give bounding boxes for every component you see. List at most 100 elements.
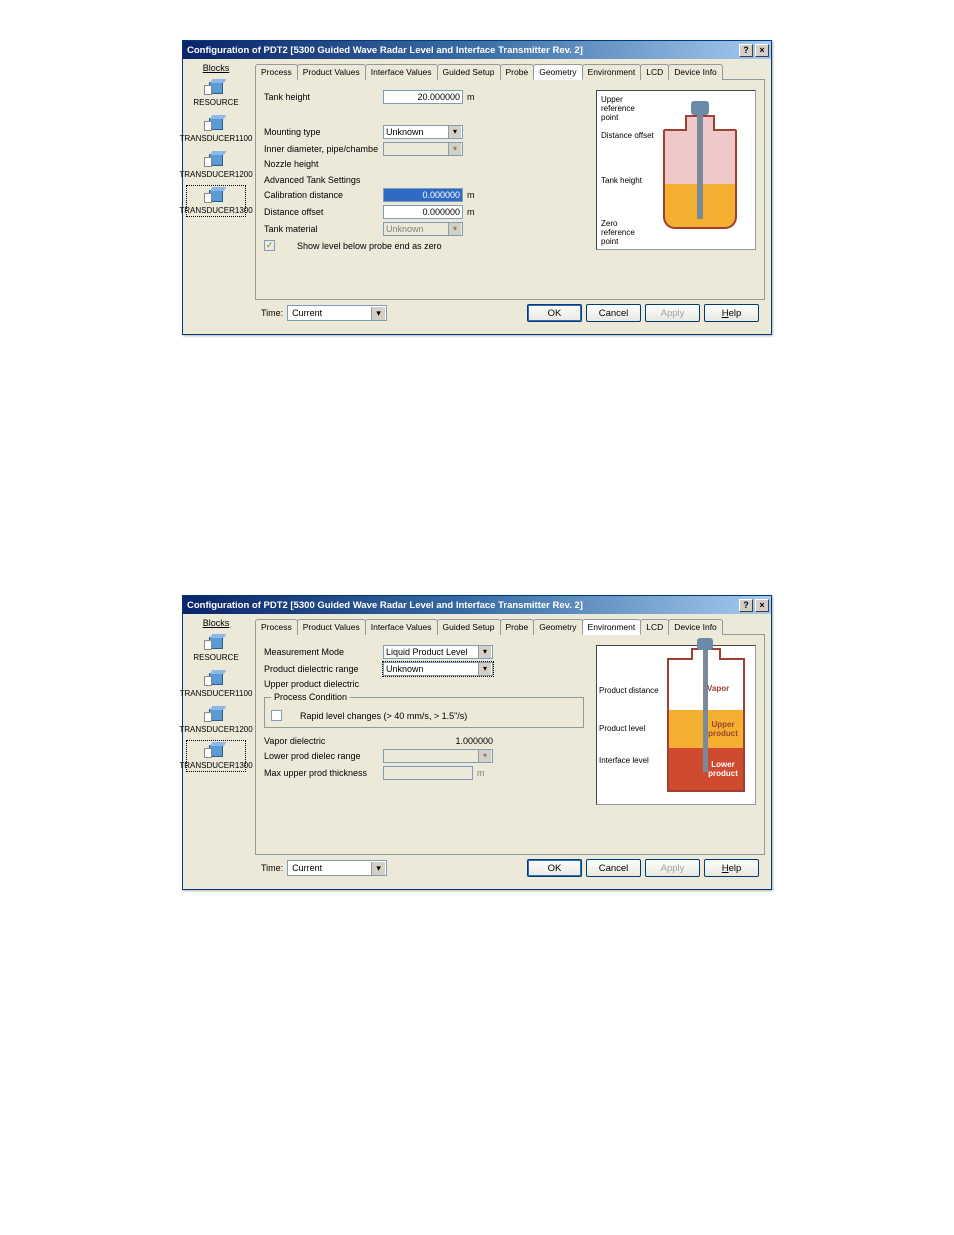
inner-diameter-label: Inner diameter, pipe/chambe — [264, 144, 379, 154]
calibration-distance-label: Calibration distance — [264, 190, 379, 200]
tab-process[interactable]: Process — [255, 64, 298, 80]
dialog-footer: Time: Current OK Cancel Apply Help — [255, 300, 765, 328]
sidebar-header: Blocks — [186, 63, 246, 73]
block-icon — [205, 151, 227, 169]
time-label: Time: — [261, 863, 283, 873]
block-icon — [205, 634, 227, 652]
diag-vapor-zone: Vapor — [707, 684, 729, 693]
ok-button[interactable]: OK — [527, 859, 582, 877]
tab-strip: Process Product Values Interface Values … — [255, 63, 765, 80]
block-icon — [205, 79, 227, 97]
diag-product-level: Product level — [599, 724, 645, 733]
block-icon — [205, 187, 227, 205]
rapid-level-checkbox[interactable]: Rapid level changes (> 40 mm/s, > 1.5"/s… — [271, 710, 577, 721]
geometry-page: Tank height m Mounting type Unknown Inne… — [255, 80, 765, 300]
max-upper-thickness-unit: m — [477, 768, 485, 778]
content-area: Process Product Values Interface Values … — [249, 614, 771, 889]
calibration-distance-unit: m — [467, 190, 475, 200]
vapor-dielectric-value: 1.000000 — [383, 736, 493, 746]
block-icon — [205, 742, 227, 760]
measurement-mode-select[interactable]: Liquid Product Level — [383, 645, 493, 659]
time-select[interactable]: Current — [287, 860, 387, 876]
dialog-footer: Time: Current OK Cancel Apply Help — [255, 855, 765, 883]
diag-product-distance: Product distance — [599, 686, 659, 695]
diag-tank-height: Tank height — [601, 176, 642, 185]
tab-device-info[interactable]: Device Info — [668, 64, 723, 80]
tab-environment[interactable]: Environment — [582, 619, 642, 635]
tab-probe[interactable]: Probe — [500, 619, 535, 635]
sidebar-item-transducer1300[interactable]: TRANSDUCER1300 — [186, 740, 246, 772]
show-level-checkbox[interactable]: ✓ Show level below probe end as zero — [264, 240, 584, 251]
help-button[interactable]: Help — [704, 859, 759, 877]
tab-geometry[interactable]: Geometry — [533, 619, 582, 635]
help-icon[interactable]: ? — [739, 599, 753, 612]
tab-interface-values[interactable]: Interface Values — [365, 64, 438, 80]
window-title: Configuration of PDT2 [5300 Guided Wave … — [187, 600, 737, 611]
nozzle-height-label: Nozzle height — [264, 159, 379, 169]
show-level-label: Show level below probe end as zero — [297, 241, 442, 251]
distance-offset-label: Distance offset — [264, 207, 379, 217]
tank-material-select[interactable]: Unknown — [383, 222, 463, 236]
tab-guided-setup[interactable]: Guided Setup — [437, 64, 501, 80]
lower-prod-dc-select — [383, 749, 493, 763]
mounting-type-select[interactable]: Unknown — [383, 125, 463, 139]
advanced-settings-label: Advanced Tank Settings — [264, 175, 584, 185]
apply-button: Apply — [645, 859, 700, 877]
help-button[interactable]: Help — [704, 304, 759, 322]
config-dialog-geometry: Configuration of PDT2 [5300 Guided Wave … — [182, 40, 772, 335]
block-icon — [205, 706, 227, 724]
tank-height-label: Tank height — [264, 92, 379, 102]
cancel-button[interactable]: Cancel — [586, 859, 641, 877]
block-icon — [205, 670, 227, 688]
vapor-dielectric-label: Vapor dielectric — [264, 736, 379, 746]
calibration-distance-input[interactable] — [383, 188, 463, 202]
distance-offset-unit: m — [467, 207, 475, 217]
sidebar-item-resource[interactable]: RESOURCE — [186, 632, 246, 664]
sidebar-item-transducer1100[interactable]: TRANSDUCER1100 — [186, 113, 246, 145]
tank-material-label: Tank material — [264, 224, 379, 234]
diag-distance-offset: Distance offset — [601, 131, 654, 140]
max-upper-thickness-input — [383, 766, 473, 780]
product-dc-range-select[interactable]: Unknown — [383, 662, 493, 676]
distance-offset-input[interactable] — [383, 205, 463, 219]
tab-product-values[interactable]: Product Values — [297, 619, 366, 635]
tab-probe[interactable]: Probe — [500, 64, 535, 80]
tab-interface-values[interactable]: Interface Values — [365, 619, 438, 635]
close-icon[interactable]: × — [755, 44, 769, 57]
sidebar-header: Blocks — [186, 618, 246, 628]
blocks-sidebar: Blocks RESOURCE TRANSDUCER1100 TRANSDUCE… — [183, 614, 249, 889]
close-icon[interactable]: × — [755, 599, 769, 612]
diag-upper-zone: Upper product — [705, 720, 741, 738]
tab-process[interactable]: Process — [255, 619, 298, 635]
tab-product-values[interactable]: Product Values — [297, 64, 366, 80]
lower-prod-dc-label: Lower prod dielec range — [264, 751, 379, 761]
diag-interface-level: Interface level — [599, 756, 649, 765]
tab-environment[interactable]: Environment — [582, 64, 642, 80]
help-icon[interactable]: ? — [739, 44, 753, 57]
time-select[interactable]: Current — [287, 305, 387, 321]
environment-diagram: Product distance Product level Interface… — [596, 645, 756, 805]
sidebar-item-transducer1300[interactable]: TRANSDUCER1300 — [186, 185, 246, 217]
geometry-diagram: Upper reference point Distance offset Ta… — [596, 90, 756, 250]
tab-device-info[interactable]: Device Info — [668, 619, 723, 635]
blocks-sidebar: Blocks RESOURCE TRANSDUCER1100 TRANSDUCE… — [183, 59, 249, 334]
tank-height-unit: m — [467, 92, 475, 102]
tab-lcd[interactable]: LCD — [640, 619, 669, 635]
upper-product-dc-label: Upper product dielectric — [264, 679, 379, 689]
titlebar: Configuration of PDT2 [5300 Guided Wave … — [183, 41, 771, 59]
tank-height-input[interactable] — [383, 90, 463, 104]
window-title: Configuration of PDT2 [5300 Guided Wave … — [187, 45, 737, 56]
tab-lcd[interactable]: LCD — [640, 64, 669, 80]
sidebar-item-resource[interactable]: RESOURCE — [186, 77, 246, 109]
sidebar-item-transducer1200[interactable]: TRANSDUCER1200 — [186, 704, 246, 736]
tab-guided-setup[interactable]: Guided Setup — [437, 619, 501, 635]
environment-page: Measurement Mode Liquid Product Level Pr… — [255, 635, 765, 855]
sidebar-item-transducer1200[interactable]: TRANSDUCER1200 — [186, 149, 246, 181]
measurement-mode-label: Measurement Mode — [264, 647, 379, 657]
cancel-button[interactable]: Cancel — [586, 304, 641, 322]
inner-diameter-select — [383, 142, 463, 156]
sidebar-item-transducer1100[interactable]: TRANSDUCER1100 — [186, 668, 246, 700]
max-upper-thickness-label: Max upper prod thickness — [264, 768, 379, 778]
ok-button[interactable]: OK — [527, 304, 582, 322]
tab-geometry[interactable]: Geometry — [533, 64, 582, 80]
